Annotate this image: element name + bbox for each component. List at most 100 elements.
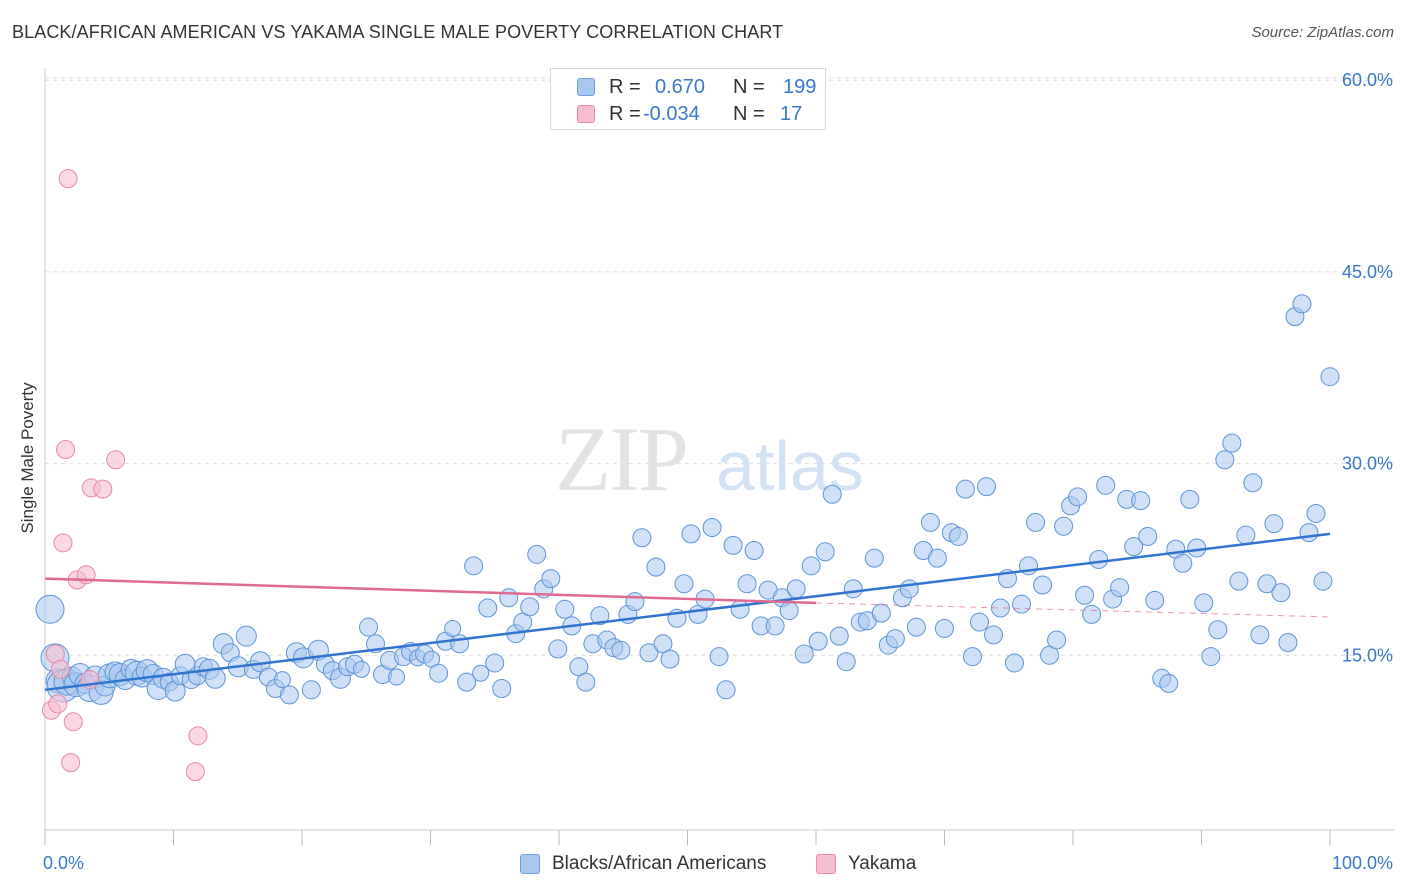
data-point-blacks bbox=[969, 612, 989, 632]
data-point-blacks bbox=[955, 479, 975, 499]
data-point-blacks bbox=[478, 598, 498, 618]
data-point-yakama bbox=[56, 440, 76, 460]
data-point-yakama bbox=[106, 450, 126, 470]
data-point-blacks bbox=[1145, 590, 1165, 610]
legend-row-yakama: R = -0.034 N = 17 bbox=[551, 100, 825, 128]
legend-r-label: R = bbox=[609, 103, 641, 125]
data-point-blacks bbox=[555, 599, 575, 619]
data-point-blacks bbox=[822, 484, 842, 504]
tick-labels: 15.0% 30.0% 45.0% 60.0% 0.0% 100.0% bbox=[43, 70, 1393, 873]
y-axis-label: Single Male Poverty bbox=[18, 382, 37, 534]
data-point-blacks bbox=[1159, 673, 1179, 693]
data-point-blacks bbox=[1306, 503, 1326, 523]
data-point-blacks bbox=[1075, 585, 1095, 605]
data-point-blacks bbox=[829, 626, 849, 646]
axes bbox=[44, 68, 1395, 845]
data-point-blacks bbox=[611, 640, 631, 660]
series-blacks-points bbox=[35, 294, 1340, 705]
y-tick-label: 45.0% bbox=[1342, 262, 1393, 282]
data-point-blacks bbox=[1068, 487, 1088, 507]
legend-swatch-blacks bbox=[520, 854, 540, 874]
data-point-yakama bbox=[63, 712, 83, 732]
data-point-blacks bbox=[1012, 594, 1032, 614]
data-point-blacks bbox=[1187, 538, 1207, 558]
trendline-blacks bbox=[44, 532, 1331, 692]
legend-label-blacks: Blacks/African Americans bbox=[552, 853, 767, 874]
series-yakama-points bbox=[41, 169, 208, 782]
source-label: Source: ZipAtlas.com bbox=[1251, 24, 1394, 41]
data-point-blacks bbox=[744, 541, 764, 561]
data-point-blacks bbox=[709, 647, 729, 667]
data-point-blacks bbox=[1250, 625, 1270, 645]
data-point-blacks bbox=[920, 512, 940, 532]
data-point-blacks bbox=[457, 672, 477, 692]
watermark-atlas: atlas bbox=[716, 427, 864, 505]
legend-n-value: 199 bbox=[783, 76, 817, 98]
data-point-blacks bbox=[864, 548, 884, 568]
data-point-blacks bbox=[808, 631, 828, 651]
data-point-blacks bbox=[983, 625, 1003, 645]
data-point-blacks bbox=[737, 574, 757, 594]
data-point-blacks bbox=[843, 579, 863, 599]
data-point-blacks bbox=[1124, 537, 1144, 557]
data-point-blacks bbox=[1173, 553, 1193, 573]
data-point-blacks bbox=[632, 528, 652, 548]
data-point-blacks bbox=[352, 660, 370, 678]
data-point-blacks bbox=[1257, 574, 1277, 594]
data-point-blacks bbox=[548, 639, 568, 659]
y-tick-label: 30.0% bbox=[1342, 454, 1393, 474]
data-point-blacks bbox=[885, 629, 905, 649]
trendline-yakama bbox=[44, 577, 817, 605]
data-point-yakama bbox=[93, 479, 113, 499]
data-point-blacks bbox=[836, 652, 856, 672]
data-point-blacks bbox=[716, 680, 736, 700]
grid-lines bbox=[45, 77, 1395, 656]
data-point-blacks bbox=[1292, 294, 1312, 314]
data-point-yakama bbox=[48, 694, 68, 714]
data-point-blacks bbox=[927, 548, 947, 568]
data-point-blacks bbox=[899, 579, 919, 599]
legend-n-label: N = bbox=[733, 103, 765, 125]
data-point-blacks bbox=[1138, 526, 1158, 546]
data-point-blacks bbox=[1131, 491, 1151, 511]
data-point-blacks bbox=[871, 603, 891, 623]
data-point-blacks bbox=[204, 667, 226, 689]
legend-n-value: 17 bbox=[780, 103, 803, 125]
data-point-blacks bbox=[1089, 549, 1109, 569]
series-legend: Blacks/African Americans Yakama bbox=[0, 850, 1406, 880]
data-point-blacks bbox=[779, 601, 799, 621]
data-point-blacks bbox=[1313, 571, 1333, 591]
data-point-blacks bbox=[273, 671, 291, 689]
data-point-blacks bbox=[1236, 525, 1256, 545]
data-point-blacks bbox=[429, 663, 449, 683]
y-tick-label: 60.0% bbox=[1342, 70, 1393, 90]
data-point-blacks bbox=[1215, 450, 1235, 470]
data-point-blacks bbox=[801, 556, 821, 576]
x-tick-label: 0.0% bbox=[43, 853, 84, 873]
data-point-blacks bbox=[948, 526, 968, 546]
data-point-blacks bbox=[492, 679, 512, 699]
data-point-blacks bbox=[794, 644, 814, 664]
legend-label-yakama: Yakama bbox=[848, 853, 917, 874]
data-point-yakama bbox=[188, 726, 208, 746]
legend-swatch-yakama bbox=[577, 105, 595, 123]
data-point-yakama bbox=[50, 659, 70, 679]
data-point-blacks bbox=[1243, 473, 1263, 493]
legend-n-label: N = bbox=[733, 76, 765, 98]
data-point-blacks bbox=[359, 617, 379, 637]
y-tick-label: 15.0% bbox=[1342, 645, 1393, 665]
data-point-blacks bbox=[906, 617, 926, 637]
data-point-blacks bbox=[1082, 604, 1102, 624]
data-point-blacks bbox=[646, 557, 666, 577]
data-point-blacks bbox=[681, 524, 701, 544]
data-point-blacks bbox=[1271, 583, 1291, 603]
data-point-blacks bbox=[485, 653, 505, 673]
data-point-blacks bbox=[301, 680, 321, 700]
data-point-blacks bbox=[625, 592, 645, 612]
data-point-blacks bbox=[786, 579, 806, 599]
data-point-blacks bbox=[1026, 512, 1046, 532]
data-point-blacks bbox=[962, 647, 982, 667]
data-point-blacks bbox=[464, 556, 484, 576]
data-point-blacks bbox=[1054, 516, 1074, 536]
